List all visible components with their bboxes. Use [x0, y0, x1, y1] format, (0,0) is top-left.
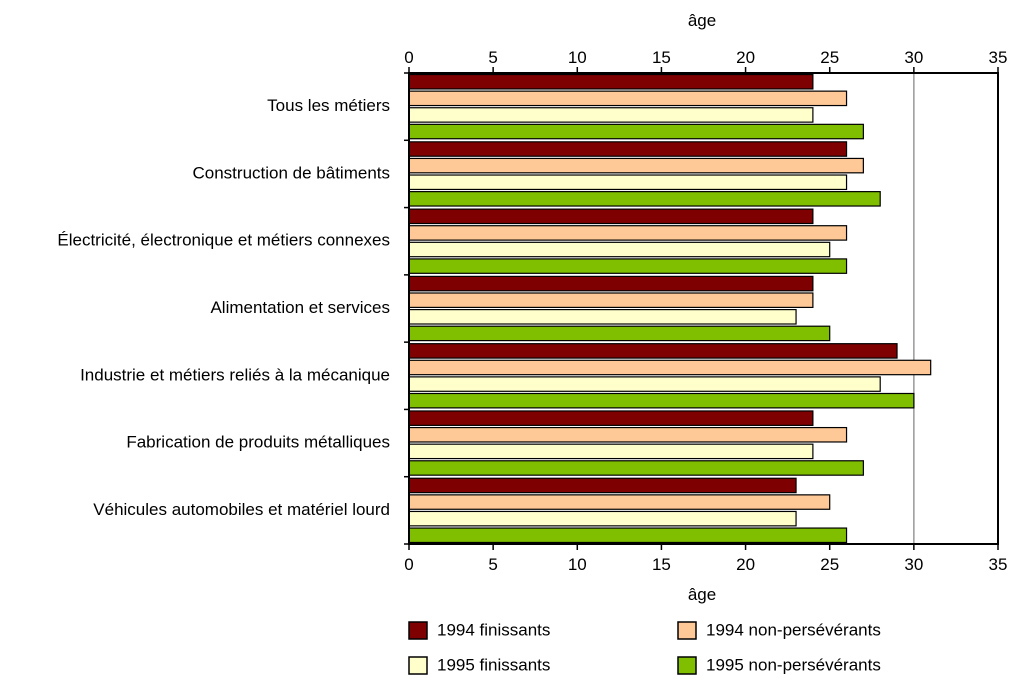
legend-label-0: 1994 finissants — [437, 620, 550, 639]
tick-label-bottom-3: 15 — [652, 555, 671, 574]
bar-3-0 — [408, 275, 814, 292]
bar-1-2 — [408, 174, 848, 191]
tick-label-top-5: 25 — [820, 48, 839, 67]
tick-label-bottom-0: 0 — [404, 555, 413, 574]
bar-1-3 — [408, 191, 881, 207]
bar-3-2 — [408, 309, 797, 325]
bar-3-3 — [408, 325, 831, 342]
category-labels: Tous les métiers Construction de bâtiment… — [57, 96, 390, 519]
legend-item-1: 1994 non-persévérants — [677, 620, 881, 640]
bar-6-3 — [408, 527, 848, 544]
category-label-4: Industrie et métiers reliés à la mécaniq… — [80, 365, 390, 384]
category-label-2: Électricité, électronique et métiers con… — [57, 231, 390, 250]
bar-2-0 — [408, 208, 814, 225]
legend-swatch-1 — [677, 621, 697, 640]
bar-5-1 — [408, 426, 848, 443]
legend-item-2: 1995 finissants — [408, 655, 550, 675]
category-label-1: Construction de bâtiments — [193, 163, 391, 182]
tick-label-top-1: 5 — [488, 48, 497, 67]
legend-swatch-2 — [408, 656, 428, 675]
tick-label-top-6: 30 — [904, 48, 923, 67]
plot-frame — [408, 72, 999, 545]
tick-label-top-4: 20 — [736, 48, 755, 67]
category-label-6: Véhicules automobiles et matériel lourd — [93, 500, 390, 519]
tick-label-bottom-2: 10 — [568, 555, 587, 574]
legend-swatch-3 — [677, 656, 697, 675]
legend-label-3: 1995 non-persévérants — [706, 655, 881, 674]
bar-5-3 — [408, 460, 864, 476]
legend-label-2: 1995 finissants — [437, 655, 550, 674]
tick-label-bottom-1: 5 — [488, 555, 497, 574]
legend-item-0: 1994 finissants — [408, 620, 550, 640]
bar-0-0 — [408, 73, 814, 90]
category-label-3: Alimentation et services — [210, 298, 390, 317]
x-axis-title-top: âge — [688, 11, 716, 30]
x-axis-title-bottom: âge — [688, 585, 716, 604]
bar-4-0 — [408, 343, 898, 359]
tick-label-top-7: 35 — [989, 48, 1008, 67]
tick-label-bottom-6: 30 — [904, 555, 923, 574]
bar-6-1 — [408, 494, 831, 510]
legend-swatch-0 — [408, 621, 428, 640]
bar-5-0 — [408, 410, 814, 426]
bar-4-2 — [408, 376, 881, 392]
bar-1-1 — [408, 157, 864, 174]
bar-1-0 — [408, 141, 848, 157]
tick-label-bottom-4: 20 — [736, 555, 755, 574]
bar-4-3 — [408, 392, 915, 409]
bar-6-2 — [408, 510, 797, 527]
bar-2-3 — [408, 258, 848, 274]
tick-label-top-3: 15 — [652, 48, 671, 67]
category-label-0: Tous les métiers — [267, 96, 390, 115]
legend-item-3: 1995 non-persévérants — [677, 655, 881, 675]
bar-5-2 — [408, 443, 814, 460]
category-label-5: Fabrication de produits métalliques — [126, 433, 390, 452]
tick-label-top-2: 10 — [568, 48, 587, 67]
bar-0-3 — [408, 123, 864, 140]
tick-label-bottom-5: 25 — [820, 555, 839, 574]
bar-2-2 — [408, 241, 831, 258]
legend-label-1: 1994 non-persévérants — [706, 620, 881, 639]
tick-label-top-0: 0 — [404, 48, 413, 67]
bar-4-1 — [408, 359, 932, 376]
bar-0-1 — [408, 90, 848, 107]
bar-0-2 — [408, 107, 814, 123]
bar-3-1 — [408, 292, 814, 308]
bars — [408, 73, 932, 544]
axis-ticks: 0 0 5 5 10 10 15 15 20 20 25 25 30 30 35 35 — [404, 48, 1007, 574]
tick-label-bottom-7: 35 — [989, 555, 1008, 574]
bar-6-0 — [408, 477, 797, 494]
bar-2-1 — [408, 225, 848, 241]
legend: 1994 finissants 1994 non-persévérants 1995… — [408, 620, 881, 675]
